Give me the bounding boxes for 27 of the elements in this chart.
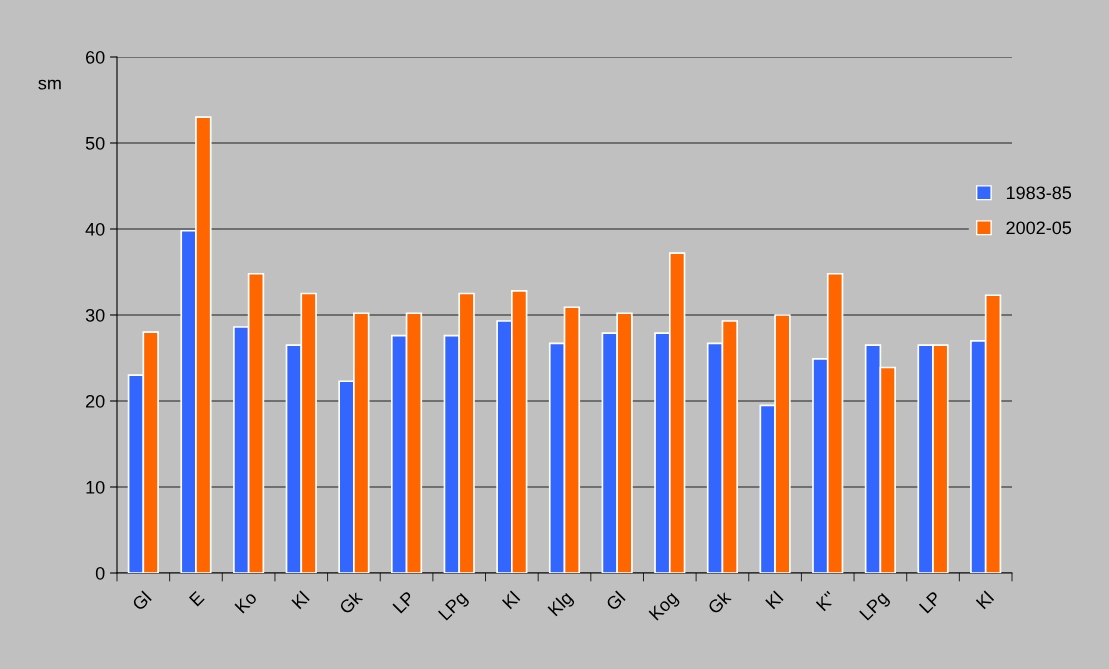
legend-label: 2002-05 [1006, 221, 1072, 235]
legend-label: 1983-85 [1006, 186, 1072, 200]
x-tick-label: LP [392, 590, 416, 614]
x-tick-label: LPg [859, 590, 892, 624]
x-tick-label: LPg [438, 590, 471, 624]
y-tick-label: 50 [85, 136, 105, 150]
x-tick-label: Kl [975, 590, 995, 610]
x-tick-label: Ko [234, 590, 258, 614]
x-tick-label: Kog [648, 590, 681, 624]
y-tick-label: 60 [86, 50, 105, 64]
y-tick-label: 30 [85, 308, 105, 322]
y-tick-label: 40 [85, 222, 105, 236]
x-tick-label: Gk [338, 589, 364, 615]
x-tick-label: K'' [815, 590, 837, 612]
y-axis-title: sm [38, 79, 61, 90]
y-tick-label: 20 [86, 394, 105, 408]
x-tick-label: E [188, 590, 205, 607]
x-tick-label: Gl [605, 590, 626, 612]
y-tick-label: 10 [86, 480, 105, 494]
x-tick-label: LP [918, 590, 942, 614]
y-tick-label: 0 [95, 566, 105, 580]
x-tick-label: Gk [706, 589, 732, 615]
x-tick-label: Gl [131, 590, 152, 612]
x-tick-label: Kl [290, 590, 310, 610]
x-tick-label: Kl [764, 590, 784, 610]
x-tick-label: Klg [547, 590, 576, 619]
x-tick-label: Kl [501, 590, 521, 610]
